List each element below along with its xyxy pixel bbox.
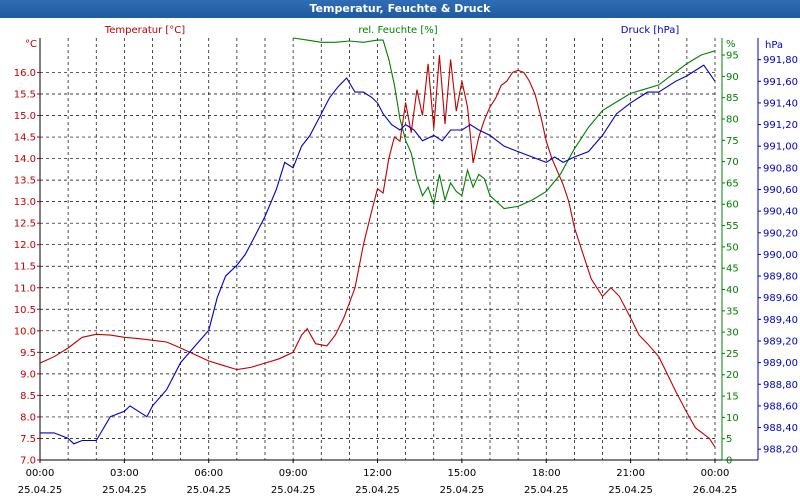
x-tick-date: 25.04.25 — [102, 485, 147, 496]
temp-tick-label: 13.5 — [14, 176, 36, 187]
humidity-tick-label: 45 — [726, 264, 739, 275]
pressure-tick-label: 989,80 — [763, 272, 798, 283]
humidity-tick-label: 50 — [726, 242, 739, 253]
humidity-tick-label: 60 — [726, 200, 739, 211]
humidity-tick-label: 55 — [726, 221, 739, 232]
series-humidity-line — [293, 37, 715, 210]
pressure-tick-label: 989,20 — [763, 336, 798, 347]
humidity-tick-label: 20 — [726, 370, 739, 381]
humidity-tick-label: 70 — [726, 157, 739, 168]
x-tick-time: 06:00 — [194, 468, 223, 479]
humidity-tick-label: 5 — [726, 434, 732, 445]
x-tick-date: 26.04.25 — [693, 485, 738, 496]
pressure-tick-label: 991,40 — [763, 98, 798, 109]
pressure-tick-label: 991,20 — [763, 120, 798, 131]
x-tick-time: 15:00 — [447, 468, 476, 479]
temp-tick-label: 7.0 — [20, 456, 36, 467]
pressure-tick-label: 991,80 — [763, 55, 798, 66]
temp-tick-label: 13.0 — [14, 197, 36, 208]
temp-tick-label: 12.5 — [14, 219, 36, 230]
temp-tick-label: 9.5 — [20, 348, 36, 359]
pressure-tick-label: 990,80 — [763, 163, 798, 174]
humidity-tick-label: 80 — [726, 114, 739, 125]
humidity-tick-label: 95 — [726, 51, 739, 62]
pressure-tick-label: 989,40 — [763, 315, 798, 326]
pressure-tick-label: 990,60 — [763, 185, 798, 196]
grid — [39, 38, 716, 461]
x-tick-date: 25.04.25 — [18, 485, 63, 496]
x-tick-date: 25.04.25 — [608, 485, 653, 496]
series-temperature-line — [40, 55, 715, 448]
humidity-tick-label: 75 — [726, 136, 739, 147]
temp-tick-label: 14.0 — [14, 154, 36, 165]
humidity-tick-label: 15 — [726, 392, 739, 403]
pressure-tick-label: 990,00 — [763, 250, 798, 261]
pressure-unit: hPa — [765, 40, 783, 51]
pressure-tick-label: 989,60 — [763, 293, 798, 304]
humidity-tick-label: 40 — [726, 285, 739, 296]
humidity-tick-label: 35 — [726, 306, 739, 317]
x-tick-time: 03:00 — [110, 468, 139, 479]
x-tick-time: 09:00 — [279, 468, 308, 479]
pressure-tick-label: 989,00 — [763, 358, 798, 369]
x-tick-time: 00:00 — [26, 468, 55, 479]
x-tick-time: 00:00 — [701, 468, 730, 479]
plot-frame — [39, 38, 759, 461]
temp-tick-label: 11.5 — [14, 262, 36, 273]
temp-tick-label: 11.0 — [14, 283, 36, 294]
series-layer — [40, 37, 715, 448]
temp-tick-label: 10.5 — [14, 305, 36, 316]
pressure-tick-label: 991,00 — [763, 142, 798, 153]
humidity-tick-label: 0 — [726, 456, 732, 467]
humidity-tick-label: 65 — [726, 178, 739, 189]
humidity-axis-title: rel. Feuchte [%] — [358, 25, 437, 36]
temp-tick-label: 7.5 — [20, 434, 36, 445]
x-tick-date: 25.04.25 — [186, 485, 231, 496]
temp-tick-label: 12.0 — [14, 240, 36, 251]
humidity-tick-label: 25 — [726, 349, 739, 360]
x-tick-date: 25.04.25 — [524, 485, 569, 496]
pressure-tick-label: 988,20 — [763, 445, 798, 456]
pressure-tick-label: 990,40 — [763, 207, 798, 218]
humidity-tick-label: 30 — [726, 328, 739, 339]
humidity-tick-label: 10 — [726, 413, 739, 424]
temp-tick-label: 9.0 — [20, 369, 36, 380]
axis-labels: °C% hPa Temperatur [°C] rel. Feuchte [%] Dru… — [25, 25, 783, 51]
temperature-axis-title: Temperatur [°C] — [104, 25, 185, 36]
axes: 7.0 7.5 8.0 8.5 9.0 9.5 10.0 10.5 11.0 11.5 12.0 12… — [14, 51, 798, 496]
x-tick-date: 25.04.25 — [355, 485, 400, 496]
temp-tick-label: 8.5 — [20, 391, 36, 402]
pressure-tick-label: 990,20 — [763, 228, 798, 239]
x-tick-date: 25.04.25 — [271, 485, 316, 496]
pressure-axis-title: Druck [hPa] — [621, 25, 680, 36]
x-tick-time: 18:00 — [532, 468, 561, 479]
chart-title: Temperatur, Feuchte & Druck — [309, 2, 491, 15]
pressure-tick-label: 991,60 — [763, 77, 798, 88]
x-tick-date: 25.04.25 — [440, 485, 485, 496]
temp-tick-label: 15.5 — [14, 89, 36, 100]
humidity-tick-label: 85 — [726, 93, 739, 104]
pressure-tick-label: 988,60 — [763, 401, 798, 412]
pressure-tick-label: 988,40 — [763, 423, 798, 434]
temp-tick-label: 10.0 — [14, 326, 36, 337]
pressure-tick-label: 988,80 — [763, 380, 798, 391]
series-pressure-line — [40, 64, 715, 445]
title-bar — [0, 0, 800, 18]
x-tick-time: 21:00 — [616, 468, 645, 479]
temp-tick-label: 15.0 — [14, 111, 36, 122]
temp-unit: °C — [25, 39, 37, 50]
humidity-unit: % — [726, 39, 736, 50]
temp-tick-label: 14.5 — [14, 133, 36, 144]
humidity-tick-label: 90 — [726, 72, 739, 83]
temp-tick-label: 8.0 — [20, 412, 36, 423]
x-tick-time: 12:00 — [363, 468, 392, 479]
temp-tick-label: 16.0 — [14, 68, 36, 79]
